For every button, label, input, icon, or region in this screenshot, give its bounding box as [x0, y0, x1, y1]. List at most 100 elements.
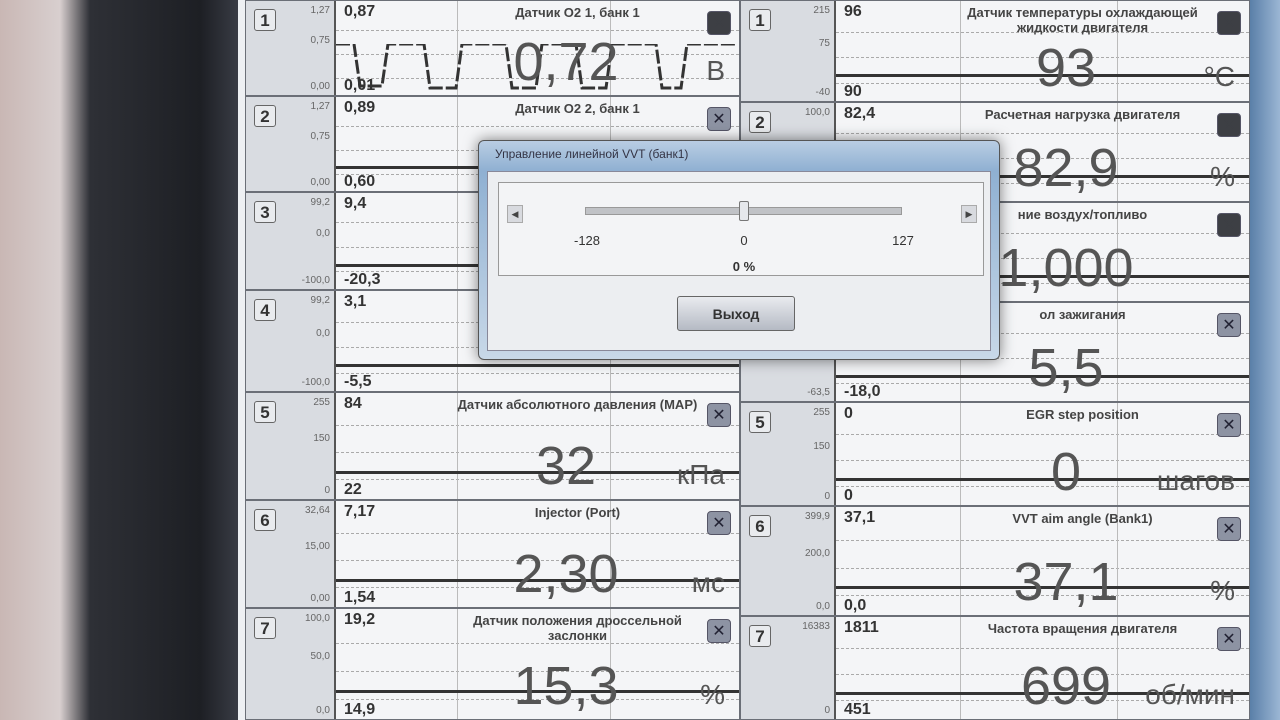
- current-value: 93: [1035, 38, 1097, 98]
- sensor-title: Датчик абсолютного давления (MAP): [457, 397, 698, 412]
- sensor-panel: 5 255 150 0 0 0 EGR step position 0 шагов ✕: [740, 402, 1250, 506]
- grid-line: [836, 648, 1249, 650]
- panel-scale-area: 3 99,2 0,0 -100,0: [246, 193, 336, 289]
- grid-line: [336, 53, 739, 55]
- scale-bottom-label: -100,0: [301, 377, 330, 388]
- grid-line: [610, 609, 612, 719]
- vvt-slider-thumb[interactable]: [739, 201, 750, 221]
- grid-line: [836, 57, 1249, 59]
- scale-top-label: 32,64: [304, 505, 330, 516]
- sensor-panel: 1 215 75 -40 96 90 Датчик температуры охлаждаю…: [740, 0, 1250, 102]
- min-value: -5,5: [344, 373, 372, 390]
- grid-line: [836, 158, 1249, 159]
- scale-middle-label: 0,75: [310, 35, 330, 46]
- grid-line: [610, 501, 612, 607]
- close-icon[interactable]: ✕: [1217, 313, 1241, 337]
- max-value: 0,87: [344, 3, 376, 20]
- grid-line: [1116, 617, 1118, 719]
- panel-scale-area: 1 215 75 -40: [741, 1, 836, 101]
- sensor-trace: [836, 375, 1249, 378]
- slider-max-label: 127: [892, 233, 914, 248]
- panel-chart: 0 0 EGR step position 0 шагов ✕: [836, 403, 1249, 505]
- max-value: 19,2: [344, 611, 376, 628]
- min-value: 0,01: [344, 77, 376, 94]
- scale-bottom-label: 0: [324, 485, 330, 496]
- close-icon[interactable]: ✕: [707, 107, 731, 131]
- panel-number[interactable]: 7: [749, 625, 771, 647]
- max-value: 1811: [844, 619, 879, 636]
- sensor-trace: [836, 275, 1249, 278]
- grid-line: [836, 233, 1249, 234]
- panel-number[interactable]: 7: [254, 617, 276, 639]
- scale-middle-label: 0,0: [316, 328, 330, 339]
- grid-line: [836, 674, 1249, 676]
- panel-number[interactable]: 3: [254, 201, 276, 223]
- close-icon[interactable]: ✕: [707, 403, 731, 427]
- grid-line: [836, 133, 1249, 134]
- sensor-title: Датчик положения дроссельной заслонки: [473, 613, 682, 643]
- grid-line: [336, 452, 739, 454]
- dark-square-icon[interactable]: ✕: [1217, 213, 1241, 237]
- panel-scale-area: 7 16383 0: [741, 617, 836, 719]
- grid-line: [336, 125, 739, 127]
- sensor-trace: [336, 470, 739, 474]
- panel-scale-area: 6 399,9 200,0 0,0: [741, 507, 836, 615]
- panel-scale-area: 7 100,0 50,0 0,0: [246, 609, 336, 719]
- sensor-title: Датчик O2 1, банк 1: [515, 5, 640, 20]
- dialog-title: Управление линейной VVT (банк1): [495, 147, 689, 161]
- value-unit: %: [1210, 575, 1235, 606]
- sensor-panel: 1 1,27 0,75 0,00 0,87 0,01 Датчик O2 1, банк 1…: [245, 0, 740, 96]
- panel-chart: -18,0 ол зажигания 5,5 ✕: [836, 303, 1249, 401]
- sensor-title: EGR step position: [1026, 407, 1139, 422]
- scale-middle-label: 200,0: [804, 548, 830, 559]
- min-value: -20,3: [344, 271, 381, 288]
- grid-line: [456, 501, 458, 607]
- dark-square-icon[interactable]: ✕: [1217, 11, 1241, 35]
- slider-left-arrow-icon[interactable]: ◀: [507, 205, 523, 223]
- panel-chart: 19,2 14,9 Датчик положения дроссельной зас…: [336, 609, 739, 719]
- scale-bottom-label: 0: [824, 491, 830, 502]
- panel-chart: ние воздух/топливо 1,000 ✕: [836, 203, 1249, 301]
- current-value: 0: [1050, 442, 1082, 502]
- close-icon[interactable]: ✕: [707, 619, 731, 643]
- close-icon[interactable]: ✕: [1217, 627, 1241, 651]
- grid-line: [836, 333, 1249, 334]
- dark-square-icon[interactable]: ✕: [707, 11, 731, 35]
- dark-square-icon[interactable]: ✕: [1217, 113, 1241, 137]
- slider-right-arrow-icon[interactable]: ▶: [961, 205, 977, 223]
- panel-scale-area: 2 1,27 0,75 0,00: [246, 97, 336, 191]
- panel-number[interactable]: 1: [749, 9, 771, 31]
- sensor-trace: [336, 689, 739, 693]
- close-icon[interactable]: ✕: [1217, 413, 1241, 437]
- panel-number[interactable]: 4: [254, 299, 276, 321]
- scale-top-label: 255: [313, 397, 330, 408]
- scale-top-label: 100,0: [804, 107, 830, 118]
- grid-line: [336, 698, 739, 700]
- current-value: 15,3: [513, 656, 619, 716]
- grid-line: [1116, 103, 1118, 201]
- close-icon[interactable]: ✕: [1217, 517, 1241, 541]
- value-unit: мс: [691, 567, 725, 598]
- value-unit: кПа: [677, 459, 725, 490]
- panel-number[interactable]: 6: [254, 509, 276, 531]
- grid-line: [836, 700, 1249, 702]
- max-value: 9,4: [344, 195, 367, 212]
- panel-number[interactable]: 5: [749, 411, 771, 433]
- panel-number[interactable]: 2: [749, 111, 771, 133]
- grid-line: [836, 283, 1249, 284]
- panel-scale-area: 5 255 150 0: [246, 393, 336, 499]
- scale-middle-label: 50,0: [310, 651, 330, 662]
- close-icon[interactable]: ✕: [707, 511, 731, 535]
- exit-button[interactable]: Выход: [677, 296, 795, 331]
- grid-line: [836, 460, 1249, 462]
- panel-number[interactable]: 6: [749, 515, 771, 537]
- scale-bottom-label: -40: [815, 87, 830, 98]
- sensor-title: Injector (Port): [534, 505, 621, 520]
- panel-number[interactable]: 1: [254, 9, 276, 31]
- panel-number[interactable]: 5: [254, 401, 276, 423]
- scale-bottom-label: 0,0: [816, 601, 830, 612]
- grid-line: [836, 567, 1249, 569]
- scale-middle-label: 0,75: [310, 131, 330, 142]
- min-value: 1,54: [344, 589, 376, 606]
- panel-number[interactable]: 2: [254, 105, 276, 127]
